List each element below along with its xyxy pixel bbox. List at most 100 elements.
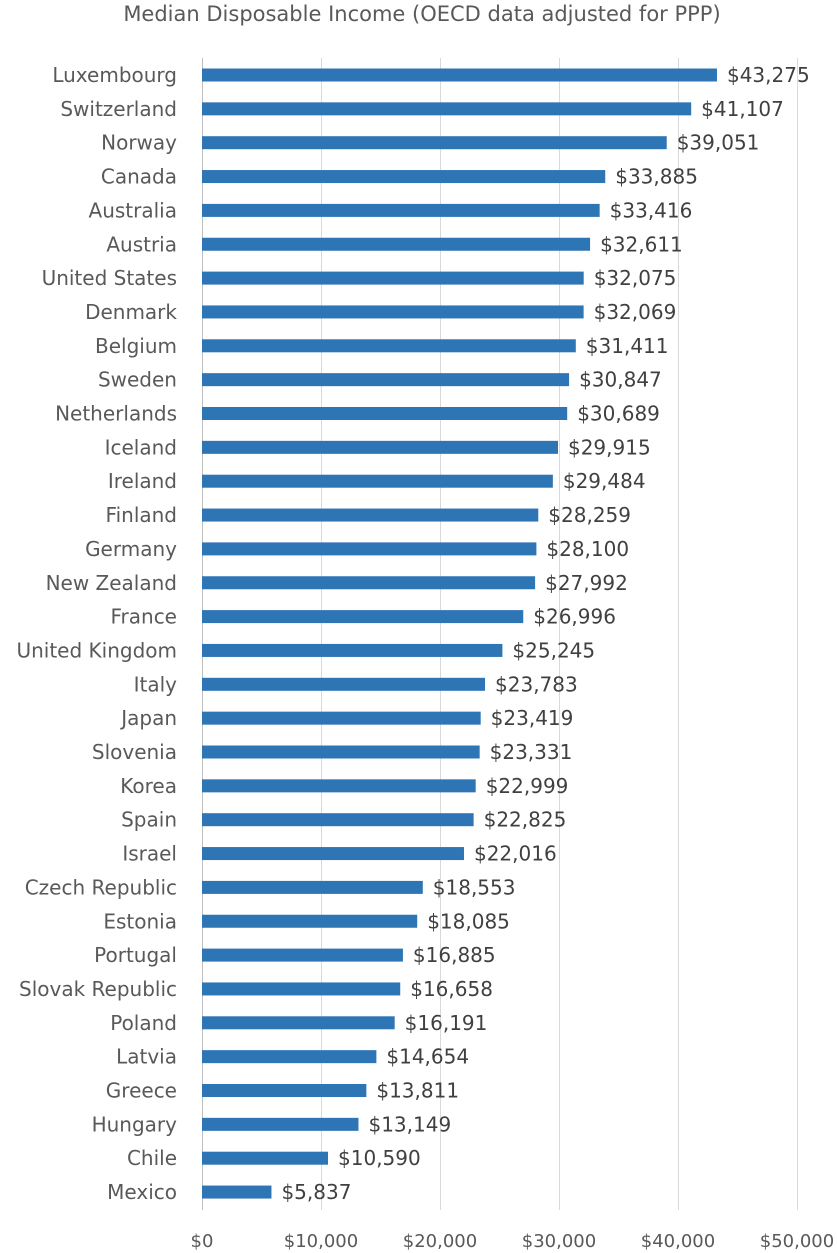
bar	[202, 1050, 377, 1064]
category-label: Belgium	[95, 334, 177, 358]
category-label: Portugal	[94, 943, 177, 967]
bar	[202, 1151, 329, 1165]
x-tick-label: $40,000	[641, 1231, 715, 1252]
data-label: $26,996	[533, 605, 616, 629]
data-label: $30,847	[579, 368, 662, 392]
data-label: $23,419	[491, 706, 574, 730]
category-label: Slovak Republic	[19, 977, 177, 1001]
data-label: $32,075	[594, 266, 677, 290]
bar	[202, 711, 481, 725]
category-label: Australia	[89, 198, 177, 222]
bar	[202, 508, 539, 522]
bar	[202, 305, 584, 319]
category-label: United Kingdom	[16, 638, 177, 662]
data-label: $33,416	[610, 198, 693, 222]
bar	[202, 1117, 359, 1131]
bar	[202, 407, 568, 420]
gridlines	[202, 58, 798, 1210]
category-label: Latvia	[116, 1045, 177, 1069]
category-label: Norway	[101, 131, 177, 155]
category-label: Italy	[134, 672, 178, 696]
bar	[202, 474, 553, 488]
data-label: $22,999	[486, 774, 569, 798]
data-label: $16,191	[405, 1011, 488, 1035]
category-label: Greece	[106, 1079, 177, 1103]
bar	[202, 1016, 395, 1030]
category-label: Iceland	[105, 435, 177, 459]
data-label: $27,992	[545, 571, 628, 595]
category-label: Hungary	[92, 1112, 178, 1136]
category-labels: Luxembourg Switzerland Norway Canada Austral…	[16, 63, 177, 1204]
data-label: $23,783	[495, 672, 578, 696]
data-label: $28,100	[546, 537, 629, 561]
data-label: $33,885	[615, 165, 698, 189]
x-tick-label: $50,000	[760, 1231, 834, 1252]
category-label: Japan	[119, 706, 177, 730]
bar	[202, 68, 717, 82]
data-label: $41,107	[701, 97, 784, 121]
category-label: Korea	[120, 774, 177, 798]
bar	[202, 339, 576, 353]
bar	[202, 170, 606, 184]
x-tick-label: $20,000	[403, 1231, 477, 1252]
data-label: $28,259	[548, 503, 631, 527]
data-label: $29,915	[568, 435, 651, 459]
category-label: Finland	[106, 503, 177, 527]
data-label: $5,837	[281, 1180, 351, 1204]
x-tick-label: $0	[191, 1231, 214, 1252]
category-label: Sweden	[98, 368, 177, 392]
category-label: Netherlands	[55, 402, 177, 426]
data-label: $43,275	[727, 63, 810, 87]
data-label: $13,149	[368, 1112, 451, 1136]
bars	[202, 68, 717, 1199]
data-label: $10,590	[338, 1146, 421, 1170]
bar	[202, 237, 591, 251]
data-label: $16,885	[413, 943, 496, 967]
bar	[202, 1084, 367, 1097]
data-label: $13,811	[376, 1079, 459, 1103]
category-label: Canada	[101, 165, 177, 189]
category-label: Germany	[85, 537, 177, 561]
data-label: $29,484	[563, 469, 646, 493]
category-label: United States	[42, 266, 177, 290]
bar	[202, 813, 474, 827]
bar	[202, 373, 570, 387]
category-label: Chile	[127, 1146, 177, 1170]
value-labels: $43,275 $41,107 $39,051 $33,885 $33,416 $32,6…	[281, 63, 809, 1204]
bar	[202, 914, 418, 928]
category-label: Ireland	[108, 469, 177, 493]
bar	[202, 610, 524, 624]
bar	[202, 847, 464, 861]
bar	[202, 542, 537, 556]
data-label: $39,051	[677, 131, 760, 155]
data-label: $18,553	[433, 875, 516, 899]
x-axis-tick-labels: $0 $10,000 $20,000 $30,000 $40,000 $50,000	[191, 1231, 835, 1252]
category-label: Israel	[122, 842, 177, 866]
data-label: $32,611	[600, 232, 683, 256]
data-label: $25,245	[512, 638, 595, 662]
bar	[202, 948, 403, 962]
category-label: Slovenia	[92, 740, 177, 764]
category-label: Luxembourg	[52, 63, 177, 87]
category-label: Austria	[106, 232, 177, 256]
data-label: $23,331	[490, 740, 573, 764]
bar	[202, 440, 558, 454]
data-label: $16,658	[410, 977, 493, 1001]
bar	[202, 982, 401, 996]
data-label: $30,689	[577, 402, 660, 426]
bar	[202, 643, 503, 657]
bar	[202, 1185, 272, 1199]
category-label: Poland	[110, 1011, 177, 1035]
data-label: $18,085	[427, 909, 510, 933]
bar	[202, 203, 600, 217]
data-label: $22,825	[484, 808, 567, 832]
bar	[202, 745, 480, 759]
data-label: $22,016	[474, 842, 557, 866]
x-tick-label: $10,000	[284, 1231, 358, 1252]
bar	[202, 271, 584, 285]
category-label: Mexico	[107, 1180, 177, 1204]
bar	[202, 880, 423, 894]
data-label: $14,654	[386, 1045, 469, 1069]
